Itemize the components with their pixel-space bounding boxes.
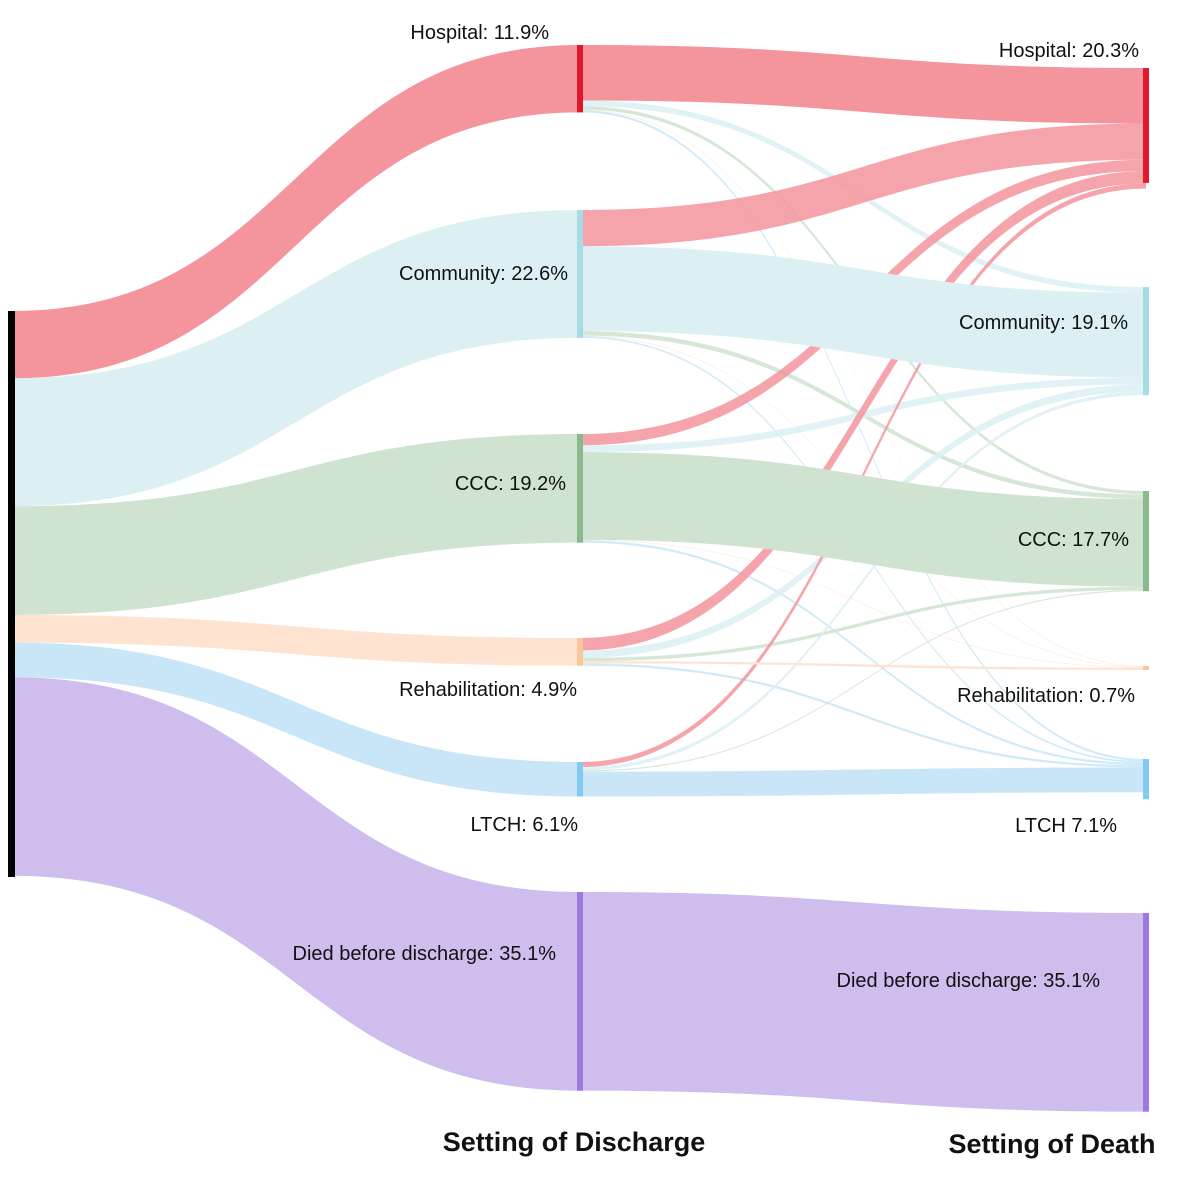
discharge-node-bar-ltch xyxy=(577,762,583,797)
discharge-to-death-links xyxy=(580,45,1146,1112)
discharge-label-hospital: Hospital: 11.9% xyxy=(410,22,549,44)
death-label-ccc: CCC: 17.7% xyxy=(1018,529,1129,551)
death-node-labels: Hospital: 20.3% Community: 19.1% CCC: 17… xyxy=(837,40,1140,992)
link-source-to-ccc xyxy=(12,434,580,615)
death-node-bar-rehabilitation xyxy=(1143,666,1149,670)
death-stage-title: Setting of Death xyxy=(949,1129,1156,1159)
link-ccc-to-ccc xyxy=(580,452,1146,587)
link-rehabilitation-to-hospital xyxy=(580,171,1146,651)
discharge-label-rehabilitation: Rehabilitation: 4.9% xyxy=(399,679,577,701)
discharge-label-died: Died before discharge: 35.1% xyxy=(293,943,557,965)
discharge-label-community: Community: 22.6% xyxy=(399,263,568,285)
discharge-node-bar-hospital xyxy=(577,45,583,113)
source-node-bar xyxy=(8,311,15,877)
death-node-bar-community xyxy=(1143,287,1149,396)
link-source-to-community xyxy=(12,210,580,507)
link-hospital-to-ltch xyxy=(580,110,1146,762)
death-node-bar-ltch xyxy=(1143,759,1149,800)
discharge-label-ltch: LTCH: 6.1% xyxy=(471,814,579,836)
discharge-node-bar-community xyxy=(577,210,583,338)
discharge-label-ccc: CCC: 19.2% xyxy=(455,473,566,495)
source-to-discharge-links xyxy=(12,45,580,1091)
death-label-ltch: LTCH 7.1% xyxy=(1015,815,1117,837)
death-label-community: Community: 19.1% xyxy=(959,312,1128,334)
death-node-bar-died xyxy=(1143,913,1149,1112)
discharge-node-bar-ccc xyxy=(577,434,583,543)
link-ltch-to-ltch xyxy=(580,767,1146,797)
link-community-to-hospital xyxy=(580,123,1146,247)
discharge-node-bar-rehabilitation xyxy=(577,638,583,666)
link-hospital-to-rehabilitation xyxy=(580,109,1146,667)
link-died-to-died xyxy=(580,892,1146,1112)
link-ltch-to-community xyxy=(580,391,1146,771)
link-rehabilitation-to-rehabilitation xyxy=(580,661,1146,670)
death-label-rehabilitation: Rehabilitation: 0.7% xyxy=(957,685,1135,707)
link-ccc-to-ltch xyxy=(580,540,1146,766)
link-source-to-rehabilitation xyxy=(12,614,580,666)
link-ltch-to-hospital xyxy=(580,183,1146,768)
link-community-to-community xyxy=(580,246,1146,378)
link-ltch-to-ccc xyxy=(580,590,1146,772)
link-rehabilitation-to-ccc xyxy=(580,586,1146,662)
death-node-bar-ccc xyxy=(1143,491,1149,592)
death-label-died: Died before discharge: 35.1% xyxy=(837,970,1101,992)
link-source-to-died xyxy=(12,677,580,1091)
death-label-hospital: Hospital: 20.3% xyxy=(999,40,1139,62)
discharge-stage-title: Setting of Discharge xyxy=(443,1127,706,1157)
link-rehabilitation-to-ltch xyxy=(580,663,1146,768)
discharge-node-labels: Hospital: 11.9% Community: 22.6% CCC: 19… xyxy=(293,22,579,965)
death-node-bar-hospital xyxy=(1143,68,1149,183)
node-bars xyxy=(8,45,1149,1112)
link-hospital-to-hospital xyxy=(580,45,1146,124)
link-source-to-ltch xyxy=(12,642,580,797)
link-ccc-to-rehabilitation xyxy=(580,539,1146,668)
discharge-node-bar-died xyxy=(577,892,583,1091)
link-source-to-hospital xyxy=(12,45,580,379)
